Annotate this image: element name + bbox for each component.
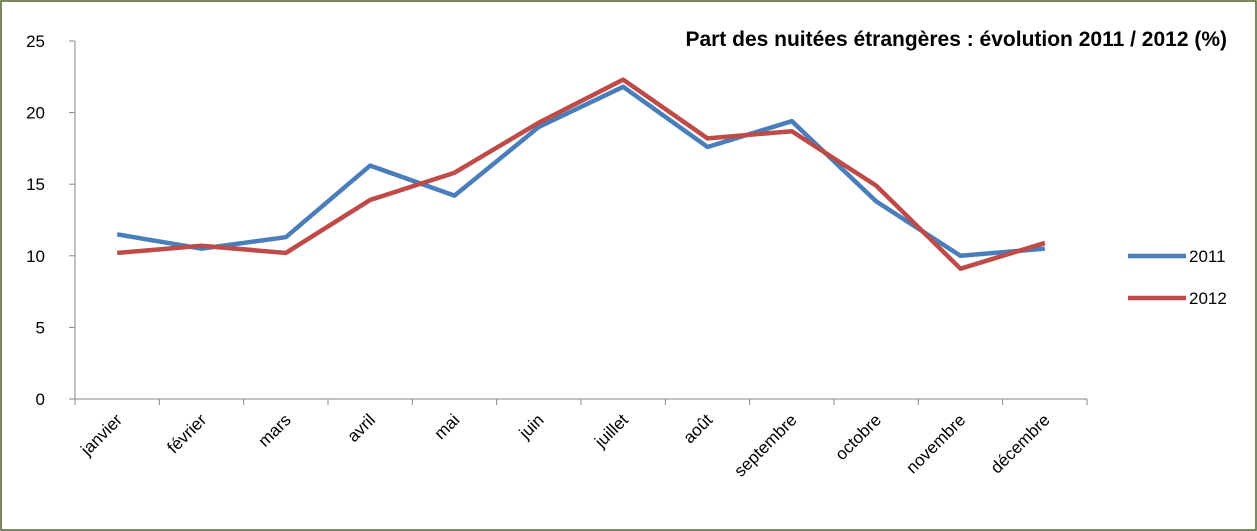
series-line bbox=[116, 77, 1046, 271]
legend-label: 2012 bbox=[1189, 289, 1227, 308]
y-tick-label: 0 bbox=[36, 390, 45, 409]
y-tick-label: 20 bbox=[26, 104, 45, 123]
chart-title: Part des nuitées étrangères : évolution … bbox=[685, 28, 1227, 51]
y-tick-label: 5 bbox=[36, 318, 45, 337]
legend-label: 2011 bbox=[1189, 247, 1226, 266]
series-line bbox=[116, 84, 1046, 259]
y-tick-label: 25 bbox=[26, 32, 45, 51]
y-tick-label: 10 bbox=[26, 247, 45, 266]
y-tick-label: 15 bbox=[26, 175, 45, 194]
